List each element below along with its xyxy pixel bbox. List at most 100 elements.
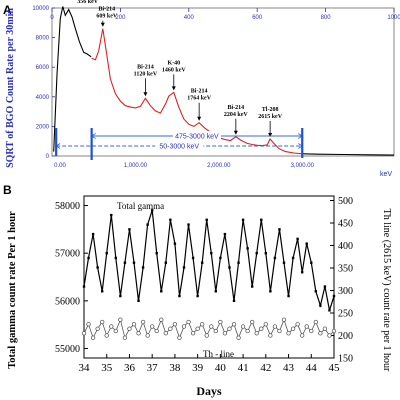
panel-a-bottom-tick-label: 3,000.00 (291, 163, 315, 169)
panel-b-point-total (232, 299, 236, 303)
panel-a-peak-label: Bi-214 (228, 105, 245, 111)
panel-b-x-tick-label: 43 (283, 362, 295, 374)
panel-b-x-tick-label: 38 (169, 362, 181, 374)
panel-b-plot-frame (83, 195, 335, 359)
panel-a-peak-arrowhead (100, 22, 105, 27)
panel-b-point-total (228, 266, 231, 269)
panel-b-point-th (327, 333, 332, 338)
panel-b-point-total (146, 223, 149, 226)
panel-a-y-tick-label: 2000 (36, 124, 50, 130)
panel-b-point-total (328, 309, 331, 312)
panel-b-point-th (227, 326, 232, 331)
panel-b-point-th (295, 322, 300, 327)
panel-b-point-total (319, 304, 322, 307)
panel-b-y2-tick-label: 450 (338, 219, 353, 230)
panel-a-peak-energy: 356 keV (77, 0, 99, 5)
panel-b-point-total (110, 213, 113, 217)
panel-b-point-total (291, 256, 295, 260)
panel-b-point-th (190, 331, 196, 336)
panel-b-point-th (259, 326, 264, 331)
panel-a-y-tick-label: 10000 (32, 6, 49, 12)
panel-b-point-total (237, 261, 240, 264)
panel-a-left-axis: 0 2000 4000 6000 8000 10000 (32, 6, 55, 160)
panel-b-point-total (182, 266, 186, 269)
panel-a: A SQRT of BGO Count Rate per 30min 0 200 4… (3, 0, 400, 178)
panel-b-point-total (100, 290, 104, 293)
panel-b-point-total (123, 261, 127, 264)
panel-b-point-th (263, 322, 268, 327)
panel-a-bottom-tick-label: 2,000.00 (207, 163, 231, 169)
panel-b-point-th (304, 324, 309, 329)
panel-a-series-line-2 (302, 153, 395, 156)
panel-b-point-total (269, 290, 272, 293)
panel-b-y2label-text: Th line (2615 keV) count rate per 1 hour (381, 209, 392, 372)
panel-b-point-total (205, 218, 208, 222)
panel-a-peak-energy: 2615 keV (258, 114, 283, 120)
panel-a-ylabel: SQRT of BGO Count Rate per 30min (5, 8, 16, 168)
panel-b-y2-tick-label: 250 (338, 309, 353, 320)
panel-b-point-total (173, 242, 177, 245)
panel-b-point-total (191, 256, 195, 260)
panel-a-series (53, 6, 395, 156)
panel-b-point-total (196, 294, 199, 298)
panel-b-point-total (273, 256, 277, 260)
panel-b-point-th (154, 328, 159, 334)
panel-a-bottom-tick-label: 0.00 (54, 163, 66, 169)
panel-b-y-tick-label: 57000 (55, 249, 80, 260)
panel-b-point-total (91, 232, 95, 236)
panel-b-point-th (300, 333, 305, 338)
panel-b-point-th (118, 317, 123, 322)
panel-b-point-th (231, 322, 237, 327)
panel-b-point-th (318, 331, 323, 336)
panel-b-point-total (82, 285, 86, 288)
panel-b-point-total (305, 242, 308, 245)
panel-b-point-th (122, 335, 128, 340)
panel-b-point-total (87, 256, 90, 260)
panel-a-peak-arrowhead (171, 86, 176, 91)
panel-b-x-tick-label: 35 (101, 362, 113, 374)
panel-a-peak-energy: 1460 keV (162, 67, 187, 73)
panel-a-peak-energy: 1764 keV (187, 96, 212, 102)
panel-b-point-th (159, 317, 164, 322)
panel-b-y2-tick-label: 500 (338, 196, 353, 207)
panel-b-point-total (187, 223, 190, 226)
panel-b-point-total (278, 228, 281, 231)
panel-b-series-line-0 (83, 210, 335, 311)
panel-b-point-total (223, 232, 227, 236)
panel-b-x-tick-label: 45 (329, 362, 341, 374)
panel-b-point-th (95, 326, 100, 331)
panel-b-point-total (314, 290, 318, 293)
panel-b-point-th (245, 328, 250, 334)
panel-b-label: B (3, 183, 12, 197)
panel-a-peak-energy: 2204 keV (224, 112, 249, 118)
panel-b-point-total (214, 290, 218, 293)
panel-b-point-total (105, 251, 108, 255)
panel-b-point-th (222, 331, 228, 336)
panel-b-y2-tick-label: 200 (338, 331, 353, 342)
panel-b-point-th (131, 322, 137, 327)
panel-b-point-th (150, 324, 155, 329)
panel-b-point-total (141, 266, 145, 269)
panel-a-top-axis: 0 200 400 600 800 1000 (50, 8, 400, 21)
panel-a-peak-energy: 609 keV (96, 14, 118, 20)
panel-a-top-tick-label: 600 (252, 15, 263, 21)
panel-b-point-total (255, 251, 258, 255)
panel-a-ylabel-text: SQRT of BGO Count Rate per 30min (5, 8, 16, 168)
panel-b-point-total (310, 261, 313, 264)
panel-b-point-total (296, 237, 299, 241)
panel-a-top-tick-label: 0 (50, 15, 54, 21)
panel-b-ylabel: Total gamma count rate Per 1 hour (7, 211, 18, 369)
panel-a-xlabel: keV (380, 171, 392, 178)
panel-b-x-tick-label: 36 (124, 362, 136, 374)
panel-a-series-line-0 (53, 6, 92, 152)
panel-a-peak-label: Bi-214 (137, 64, 154, 70)
panel-b-point-th (218, 319, 223, 325)
panel-b-annotation-total-gamma: Total gamma (117, 201, 164, 211)
panel-b-bottom-axis: 34 35 36 37 38 39 40 41 42 43 44 45 (79, 354, 341, 374)
panel-b-point-total (210, 251, 213, 255)
panel-a-range-label-bg (172, 131, 221, 139)
panel-a-top-tick-label: 800 (321, 15, 332, 21)
panel-b-point-th (127, 326, 132, 331)
panel-a-range-label-bg (155, 141, 204, 149)
panel-b-x-tick-label: 44 (306, 362, 318, 374)
